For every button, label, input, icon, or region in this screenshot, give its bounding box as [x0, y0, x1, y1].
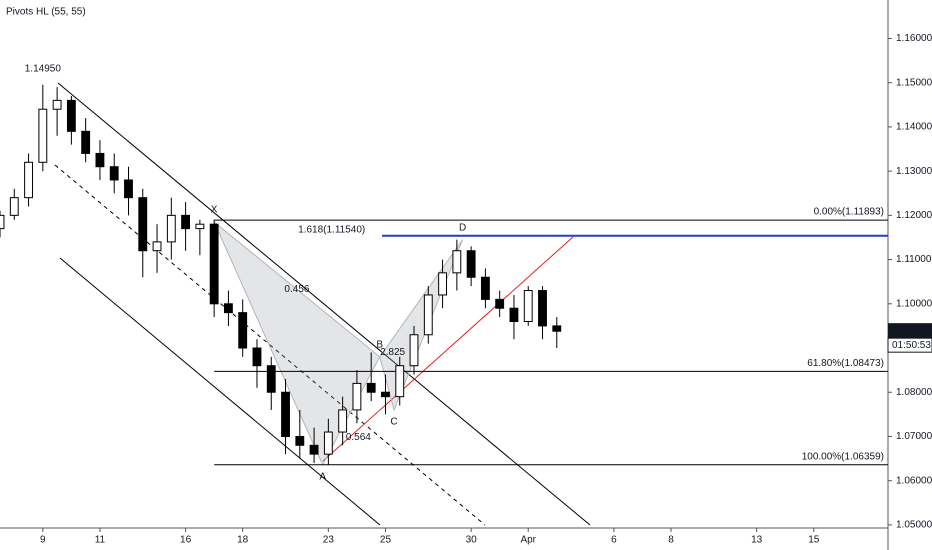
pattern-point-label: C: [390, 417, 397, 428]
ratio-label: 0.456: [284, 284, 309, 295]
candle-body: [95, 152, 105, 168]
candle-body: [323, 431, 333, 455]
candle-body: [466, 250, 476, 278]
candle-body: [124, 179, 133, 199]
x-tick-label: 13: [751, 535, 763, 546]
last-price-box: [888, 323, 932, 339]
candle-body: [266, 365, 276, 393]
candle-body: [495, 298, 505, 309]
candle-body: [181, 214, 191, 230]
candle-body: [281, 391, 290, 437]
candle-body: [0, 214, 5, 230]
x-tick-label: 30: [466, 535, 478, 546]
x-tick-label: 9: [40, 535, 46, 546]
timer-label: 01:50:53: [892, 340, 931, 351]
candle-body: [538, 290, 547, 327]
candle-body: [338, 409, 348, 433]
trend-line: [322, 236, 574, 462]
pattern-area: [213, 221, 381, 466]
ratio-label: 2.825: [380, 347, 405, 358]
extension-label: 1.618(1.11540): [298, 225, 365, 236]
candle-body: [252, 347, 262, 367]
x-tick-label: 8: [668, 535, 674, 546]
y-tick-label: 1.13000: [896, 166, 932, 177]
y-tick-label: 1.11000: [896, 254, 932, 265]
channel-line: [59, 257, 381, 526]
y-tick-label: 1.15000: [896, 77, 932, 88]
x-tick-label: 15: [808, 535, 820, 546]
candle-body: [309, 444, 319, 455]
candle-body: [438, 272, 447, 296]
last-price-label: 1.09381: [892, 326, 929, 337]
x-tick-label: 16: [180, 535, 192, 546]
candle-body: [209, 223, 219, 305]
candle-body: [395, 365, 405, 398]
candle-body: [52, 99, 62, 110]
fib-label: 0.00%(1.11893): [814, 207, 884, 218]
x-tick-label: 18: [237, 535, 249, 546]
y-tick-label: 1.16000: [896, 33, 932, 44]
x-tick-label: 6: [611, 535, 617, 546]
candle-body: [366, 382, 376, 393]
candle-body: [38, 108, 48, 163]
y-tick-label: 1.14000: [896, 122, 932, 133]
candle-body: [109, 166, 119, 181]
peak-label: 1.14950: [25, 64, 62, 75]
x-tick-label: 25: [380, 535, 392, 546]
y-tick-label: 1.06000: [896, 475, 932, 486]
pattern-point-label: X: [211, 205, 218, 216]
pattern-point-label: B: [376, 340, 383, 351]
candle-body: [352, 382, 362, 411]
candle-body: [152, 241, 162, 252]
candle-body: [552, 325, 562, 332]
x-tick-label: Apr: [520, 535, 536, 546]
ratio-label: 0.564: [346, 432, 371, 443]
candle-body: [223, 303, 233, 314]
x-tick-label: 11: [95, 535, 106, 546]
indicator-title: Pivots HL (55, 55): [6, 7, 86, 18]
candle-body: [381, 391, 390, 398]
candle-body: [24, 161, 33, 199]
candle-body: [81, 130, 91, 154]
candle-body: [166, 214, 176, 243]
timer-box: [887, 337, 932, 353]
y-tick-label: 1.08000: [896, 387, 932, 398]
candle-body: [138, 197, 148, 252]
candle-body: [195, 223, 205, 230]
pattern-point-label: D: [459, 222, 466, 233]
candle-body: [509, 307, 519, 322]
candle-body: [409, 334, 419, 367]
candle-body: [238, 312, 248, 349]
pattern-point-label: A: [319, 471, 326, 482]
fib-label: 100.00%(1.06359): [802, 451, 884, 462]
fib-label: 61.80%(1.08473): [807, 358, 884, 369]
y-tick-label: 1.10000: [896, 298, 932, 309]
candle-body: [423, 294, 433, 336]
candle-body: [66, 99, 76, 132]
candle-body: [295, 435, 305, 446]
channel-line: [57, 82, 591, 526]
y-tick-label: 1.12000: [896, 210, 932, 221]
y-tick-label: 1.07000: [896, 431, 932, 442]
y-tick-label: 1.05000: [896, 520, 932, 531]
candle-body: [452, 250, 462, 274]
x-tick-label: 23: [323, 535, 335, 546]
candle-body: [523, 290, 533, 322]
candle-body: [9, 197, 19, 216]
candle-body: [480, 276, 490, 300]
